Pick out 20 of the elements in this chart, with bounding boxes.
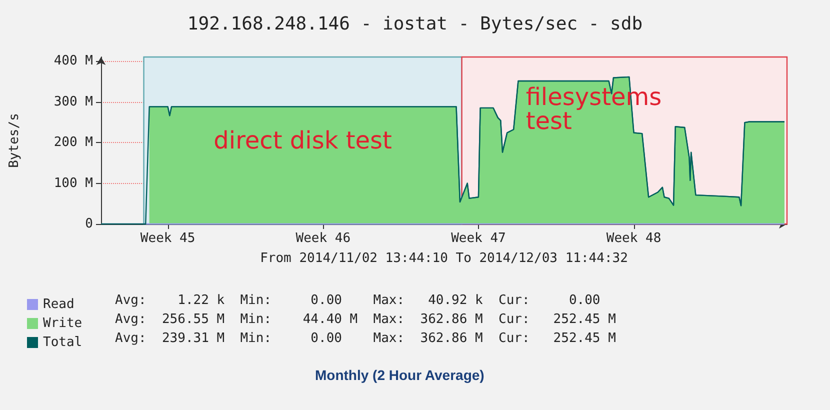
y-tick-label: 400 M [54, 54, 94, 69]
x-axis-title: From 2014/11/02 13:44:10 To 2014/12/03 11:44:32 [260, 251, 628, 266]
chart-title: 192.168.248.146 - iostat - Bytes/sec - sdb [187, 14, 643, 34]
band-label: direct disk test [214, 126, 392, 154]
y-tick-label: 0 [85, 216, 93, 232]
y-axis-title: Bytes/s [7, 113, 22, 168]
text: Avg: 1.22 k Min: 0.00 Max: 40.92 k Cur: 0.00 [115, 293, 600, 308]
legend-label: Total [43, 335, 82, 350]
y-tick-label: 300 M [54, 94, 94, 110]
text: Avg: 239.31 M Min: 0.00 Max: 362.86 M Cur: 252.45 M [115, 331, 616, 346]
x-tick-label: Week 46 [296, 231, 351, 246]
legend-label: Read [43, 297, 74, 312]
y-tick-label: 100 M [54, 176, 94, 191]
y-tick-label: 200 M [54, 135, 94, 150]
text: Monthly (2 Hour Average) [315, 367, 484, 383]
legend-label: Write [43, 316, 82, 331]
x-tick-label: Week 47 [451, 231, 506, 246]
text: Avg: 256.55 M Min: 44.40 M Max: 362.86 M Cur: 252.45 M [115, 312, 616, 327]
x-tick-label: Week 45 [140, 231, 196, 246]
x-tick-label: Week 48 [606, 231, 662, 246]
